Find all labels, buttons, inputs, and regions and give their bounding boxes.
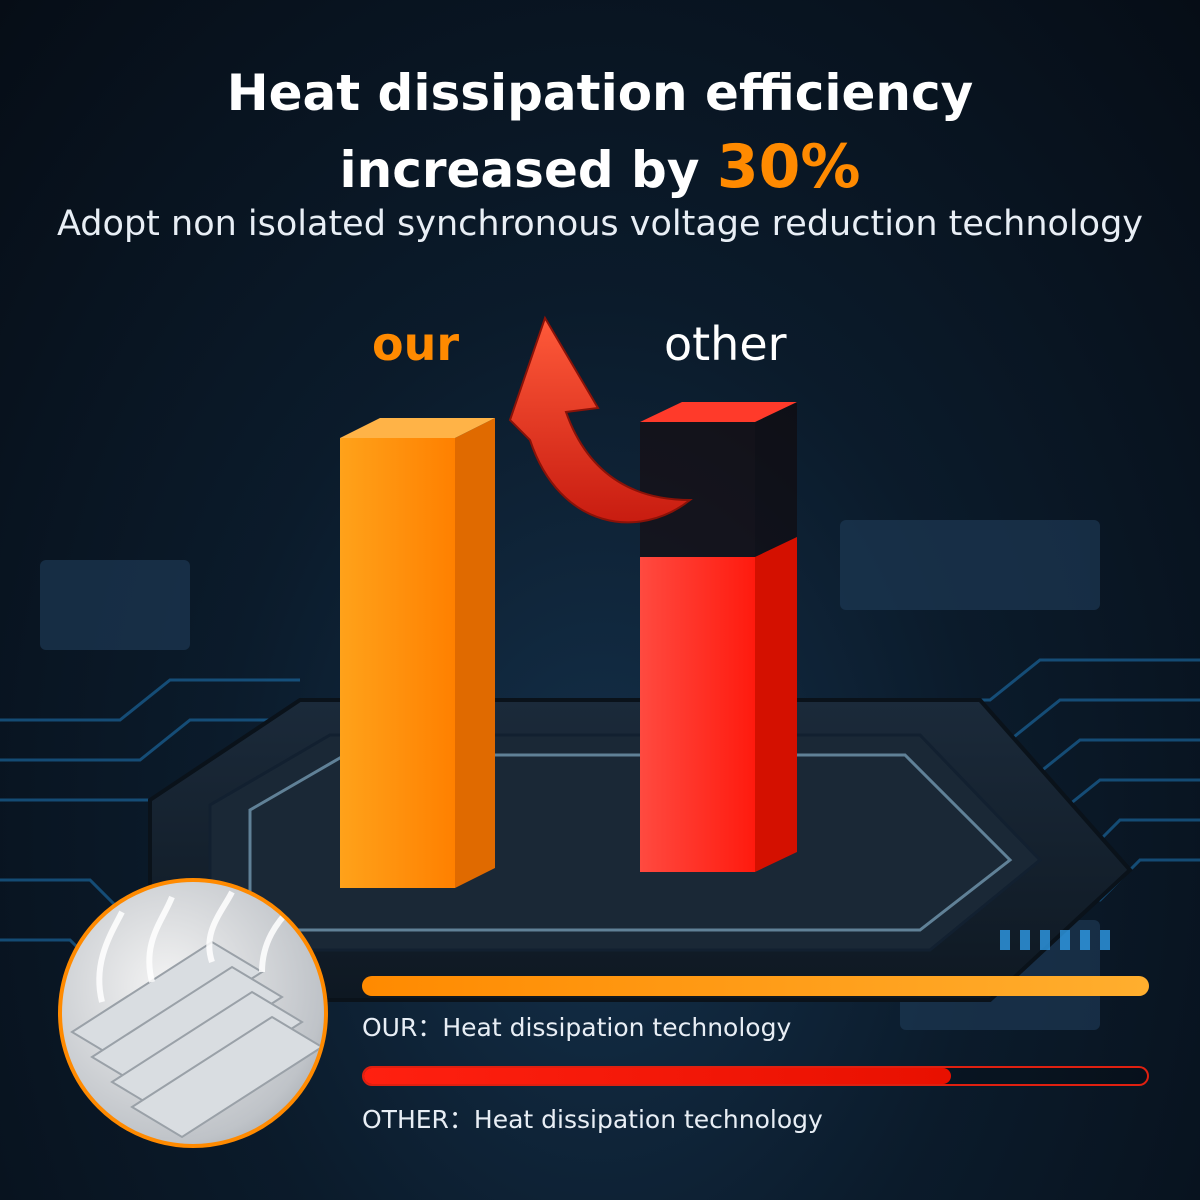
bar-our xyxy=(340,438,455,888)
our-progress-label: OUR：Heat dissipation technology xyxy=(362,1013,792,1042)
subtitle: Adopt non isolated synchronous voltage r… xyxy=(56,204,1143,244)
title-line1: Heat dissipation efficiency xyxy=(226,64,974,122)
page-title: Heat dissipation efficiency xyxy=(0,56,1200,130)
bar-side-other xyxy=(755,537,797,872)
heatsink-icon xyxy=(58,878,328,1148)
bar-top-our xyxy=(340,418,495,438)
other-progress-label: OTHER：Heat dissipation technology xyxy=(362,1105,823,1134)
bar-ghost-top-other xyxy=(640,402,797,422)
page-title-line2: increased by 30% xyxy=(0,130,1200,207)
title-highlight: 30% xyxy=(716,132,861,202)
bar-ghost-other xyxy=(640,422,755,557)
curved-up-arrow-icon xyxy=(508,315,693,524)
title-line2-prefix: increased by xyxy=(339,141,700,199)
bar-ghost-side-other xyxy=(755,402,797,557)
bar-label-other: other xyxy=(664,317,787,371)
our-progress-track xyxy=(362,976,1149,996)
other-progress-fill xyxy=(364,1068,952,1084)
bar-side-our xyxy=(455,418,495,888)
other-progress-track xyxy=(362,1066,1149,1086)
bar-other xyxy=(640,557,755,872)
bar-label-our: our xyxy=(372,317,460,371)
our-progress-fill xyxy=(362,976,1149,996)
